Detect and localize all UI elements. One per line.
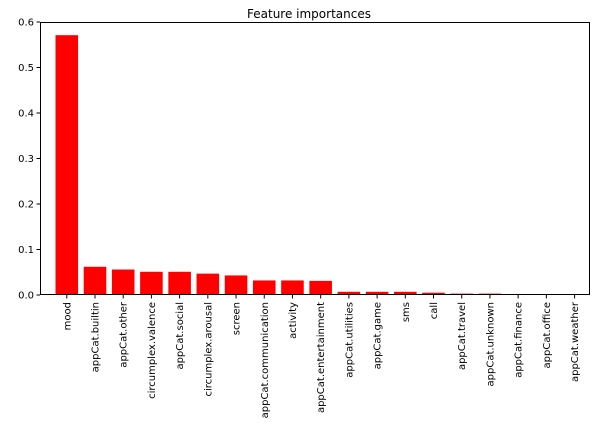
bar-circumplex-arousal	[196, 273, 220, 295]
bar-appCat-builtin	[83, 266, 107, 295]
bar-screen	[224, 275, 248, 295]
y-tick-label: 0.0	[18, 291, 34, 302]
x-tick-label: appCat.entertainment	[316, 302, 327, 413]
bar-sms	[394, 291, 417, 295]
x-tick-label: appCat.travel	[457, 302, 468, 370]
bar-appCat-communication	[252, 280, 276, 295]
bar-mood	[55, 35, 79, 295]
bar-call	[422, 292, 445, 295]
bar-activity	[281, 280, 304, 295]
x-tick-label: call	[429, 302, 440, 319]
x-tick-label: appCat.builtin	[90, 302, 101, 372]
x-tick-label: screen	[232, 302, 243, 335]
x-tick-label: appCat.communication	[260, 302, 271, 418]
y-axis: 0.0 0.1 0.2 0.3 0.4 0.5 0.6	[18, 18, 40, 302]
y-tick-label: 0.4	[18, 109, 34, 120]
y-tick-label: 0.3	[18, 154, 34, 165]
x-tick-label: sms	[401, 302, 412, 322]
x-tick-label: mood	[62, 302, 73, 330]
bar-appCat-game	[365, 291, 389, 295]
x-tick-label: appCat.weather	[570, 301, 581, 382]
plot-frame	[40, 22, 590, 295]
y-tick-label: 0.5	[18, 63, 34, 74]
x-axis: mood appCat.builtin appCat.other circumplex…	[62, 295, 581, 418]
y-tick-label: 0.6	[18, 18, 34, 29]
bar-appCat-social	[168, 271, 191, 295]
x-tick-label: activity	[288, 302, 299, 339]
bars-group	[55, 35, 586, 295]
chart-title: Feature importances	[247, 7, 371, 21]
x-tick-label: appCat.utilities	[344, 302, 355, 378]
bar-appCat-entertainment	[309, 280, 332, 295]
bar-circumplex-valence	[140, 271, 163, 295]
bar-appCat-utilities	[337, 291, 361, 295]
y-tick-label: 0.1	[18, 245, 34, 256]
x-tick-label: appCat.finance	[514, 302, 525, 378]
y-tick-label: 0.2	[18, 200, 34, 211]
x-tick-label: appCat.social	[175, 302, 186, 370]
x-tick-label: circumplex.valence	[147, 302, 158, 399]
x-tick-label: appCat.game	[373, 302, 384, 369]
x-tick-label: appCat.office	[542, 302, 553, 368]
bar-appCat-other	[111, 269, 135, 295]
x-tick-label: circumplex.arousal	[203, 302, 214, 397]
x-tick-label: appCat.other	[119, 301, 130, 368]
x-tick-label: appCat.unknown	[485, 302, 496, 386]
